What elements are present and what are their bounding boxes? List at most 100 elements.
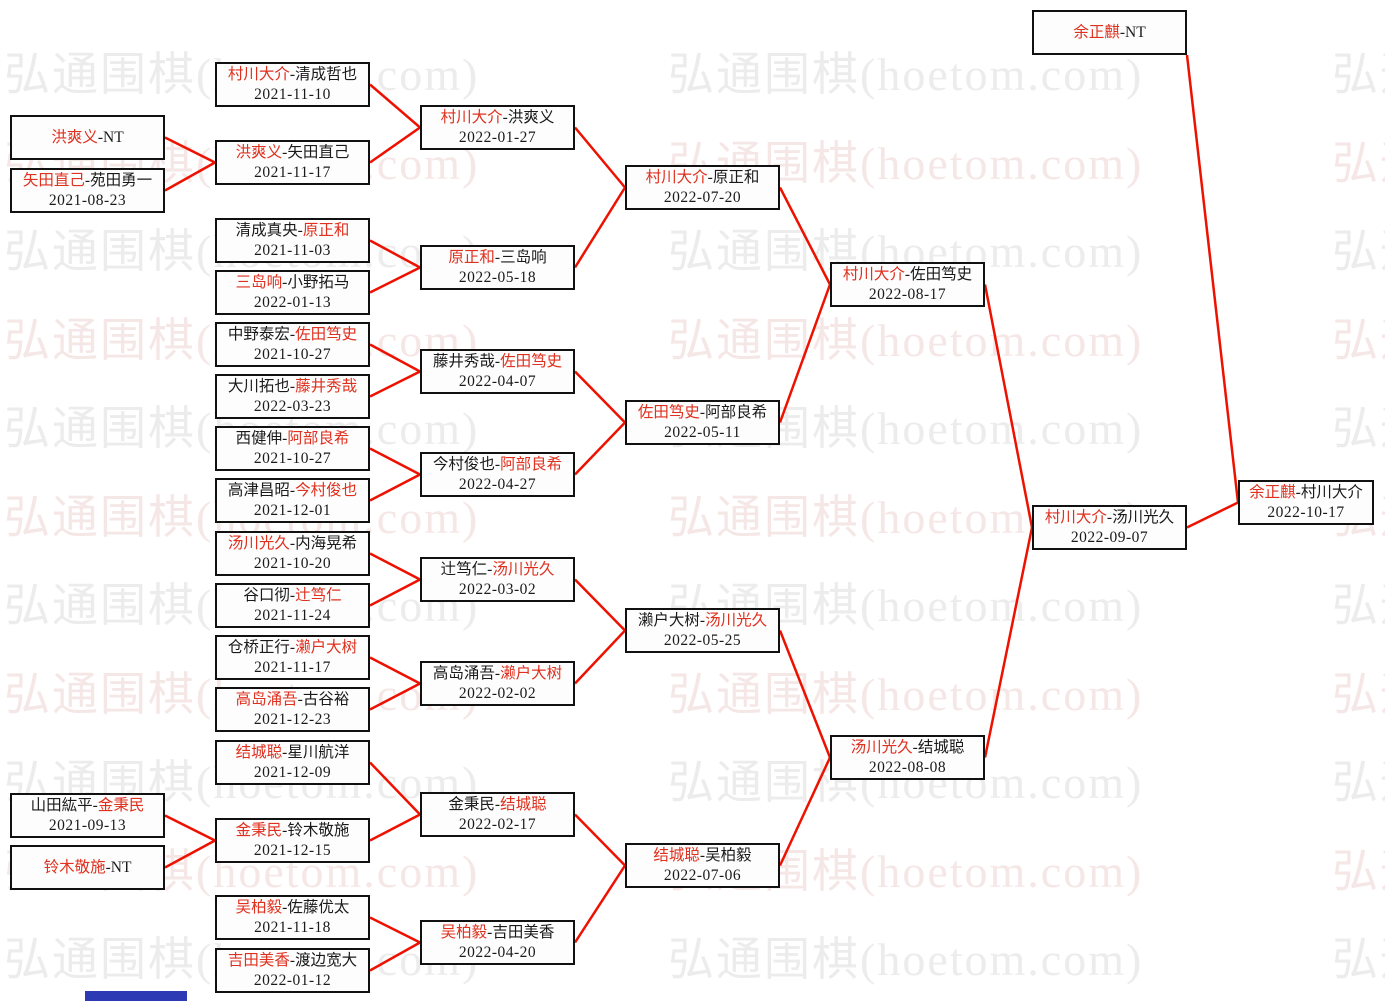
bracket-connector-line [983, 527, 1034, 758]
match-date: 2021-12-09 [253, 763, 332, 781]
match-box[interactable]: 佐田笃史-阿部良希 2022-05-11 [625, 400, 780, 445]
bracket-connector-line [369, 447, 421, 476]
name-separator: - [1119, 23, 1125, 41]
match-box[interactable]: 三岛响-小野拓马 2022-01-13 [215, 270, 370, 315]
match-box[interactable]: 村川大介-洪爽义 2022-01-27 [420, 105, 575, 150]
match-box[interactable]: 谷口彻-辻笃仁 2021-11-24 [215, 583, 370, 628]
match-players: 山田紘平-金秉民 [31, 796, 145, 816]
match-date: 2022-04-27 [458, 475, 537, 493]
loser-name: 高津昌昭 [227, 481, 290, 499]
bracket-connector-line [1185, 54, 1240, 503]
match-players: 矢田直己-苑田勇一 [23, 171, 152, 191]
name-separator: - [289, 638, 296, 656]
match-box[interactable]: 藤井秀哉-佐田笃史 2022-04-07 [420, 349, 575, 394]
bracket-connector-line [369, 813, 421, 842]
match-box[interactable]: 村川大介-原正和 2022-07-20 [625, 165, 780, 210]
match-box[interactable]: 原正和-三岛响 2022-05-18 [420, 245, 575, 290]
loser-name: 大川拓也 [227, 377, 290, 395]
match-date: 2022-08-08 [868, 758, 947, 776]
match-box[interactable]: 村川大介-清成哲也 2021-11-10 [215, 62, 370, 107]
loser-name: 铃木敬施 [287, 821, 350, 839]
loser-name: 辻笃仁 [440, 560, 488, 578]
match-box[interactable]: 西健伸-阿部良希 2021-10-27 [215, 426, 370, 471]
match-box[interactable]: 余正麒-NT [1032, 10, 1187, 55]
winner-name: 村川大介 [1044, 508, 1107, 526]
loser-name: NT [103, 128, 124, 146]
match-box[interactable]: 吉田美香-渡边宽大 2022-01-12 [215, 948, 370, 993]
winner-name: 佐田笃史 [295, 325, 358, 343]
winner-name: 洪爽义 [51, 128, 98, 146]
bracket-connector-line [1186, 501, 1239, 529]
winner-name: 金秉民 [235, 821, 283, 839]
match-box[interactable]: 高岛涌吾-古谷裕 2021-12-23 [215, 687, 370, 732]
winner-name: 余正麒 [1249, 483, 1296, 501]
bracket-connector-line [574, 370, 626, 424]
name-separator: - [699, 611, 706, 629]
bracket-connector-line [369, 370, 421, 398]
match-players: 结城聪-吴柏毅 [653, 846, 751, 866]
name-separator: - [494, 795, 501, 813]
match-box[interactable]: 吴柏毅-吉田美香 2022-04-20 [420, 920, 575, 965]
winner-name: 辻笃仁 [295, 586, 342, 604]
match-players: 结城聪-星川航洋 [236, 743, 350, 763]
bracket-connector-line [164, 814, 216, 842]
match-players: 辻笃仁-汤川光久 [441, 560, 555, 580]
match-players: 金秉民-结城聪 [448, 795, 546, 815]
match-date: 2022-01-13 [253, 293, 332, 311]
match-date: 2021-11-18 [254, 918, 331, 936]
loser-name: 汤川光久 [1112, 508, 1175, 526]
match-date: 2022-02-17 [458, 815, 537, 833]
match-box[interactable]: 仓桥正行-濑户大树 2021-11-17 [215, 635, 370, 680]
name-separator: - [282, 429, 288, 447]
loser-name: 金秉民 [448, 795, 495, 813]
match-box[interactable]: 清成真央-原正和 2021-11-03 [215, 218, 370, 263]
loser-name: 佐田笃史 [910, 265, 973, 283]
match-box[interactable]: 铃木敬施-NT [10, 845, 165, 890]
loser-name: 清成哲也 [295, 65, 358, 83]
name-separator: - [494, 248, 501, 266]
match-box[interactable]: 吴柏毅-佐藤优太 2021-11-18 [215, 895, 370, 940]
winner-name: 村川大介 [227, 65, 290, 83]
winner-name: 汤川光久 [492, 560, 555, 578]
match-box[interactable]: 余正麒-村川大介 2022-10-17 [1238, 480, 1374, 525]
match-date: 2022-08-17 [868, 285, 947, 303]
loser-name: 吉田美香 [492, 923, 555, 941]
match-box[interactable]: 洪爽义-矢田直己 2021-11-17 [215, 140, 370, 185]
match-box[interactable]: 结城聪-吴柏毅 2022-07-06 [625, 843, 780, 888]
match-box[interactable]: 村川大介-佐田笃史 2022-08-17 [830, 262, 985, 307]
match-box[interactable]: 矢田直己-苑田勇一 2021-08-23 [10, 168, 165, 213]
match-box[interactable]: 高岛涌吾-濑户大树 2022-02-02 [420, 661, 575, 706]
match-box[interactable]: 结城聪-星川航洋 2021-12-09 [215, 740, 370, 785]
match-box[interactable]: 山田紘平-金秉民 2021-09-13 [10, 793, 165, 838]
match-box[interactable]: 高津昌昭-今村俊也 2021-12-01 [215, 478, 370, 523]
match-box[interactable]: 濑户大树-汤川光久 2022-05-25 [625, 608, 780, 653]
name-separator: - [289, 377, 296, 395]
loser-name: 阿部良希 [705, 403, 768, 421]
match-box[interactable]: 洪爽义-NT [10, 115, 165, 160]
match-box[interactable]: 大川拓也-藤井秀哉 2022-03-23 [215, 374, 370, 419]
bracket-connector-line [574, 421, 626, 476]
match-box[interactable]: 今村俊也-阿部良希 2022-04-27 [420, 452, 575, 497]
match-box[interactable]: 汤川光久-内海晃希 2021-10-20 [215, 531, 370, 576]
name-separator: - [297, 690, 303, 708]
match-box[interactable]: 金秉民-铃木敬施 2021-12-15 [215, 818, 370, 863]
match-box[interactable]: 村川大介-汤川光久 2022-09-07 [1032, 505, 1187, 550]
match-date: 2022-03-23 [253, 397, 332, 415]
winner-name: 汤川光久 [227, 534, 290, 552]
match-box[interactable]: 汤川光久-结城聪 2022-08-08 [830, 735, 985, 780]
loser-name: 仓桥正行 [227, 638, 290, 656]
winner-name: 村川大介 [842, 265, 905, 283]
winner-name: 佐田笃史 [500, 352, 563, 370]
match-box[interactable]: 中野泰宏-佐田笃史 2021-10-27 [215, 322, 370, 367]
winner-name: 原正和 [302, 221, 350, 239]
name-separator: - [282, 821, 288, 839]
match-date: 2022-03-02 [458, 580, 537, 598]
match-box[interactable]: 金秉民-结城聪 2022-02-17 [420, 792, 575, 837]
loser-name: 西健伸 [235, 429, 283, 447]
match-players: 今村俊也-阿部良希 [433, 455, 562, 475]
loser-name: 小野拓马 [287, 273, 350, 291]
name-separator: - [92, 796, 98, 814]
loser-name: 洪爽义 [507, 108, 555, 126]
match-box[interactable]: 辻笃仁-汤川光久 2022-03-02 [420, 557, 575, 602]
